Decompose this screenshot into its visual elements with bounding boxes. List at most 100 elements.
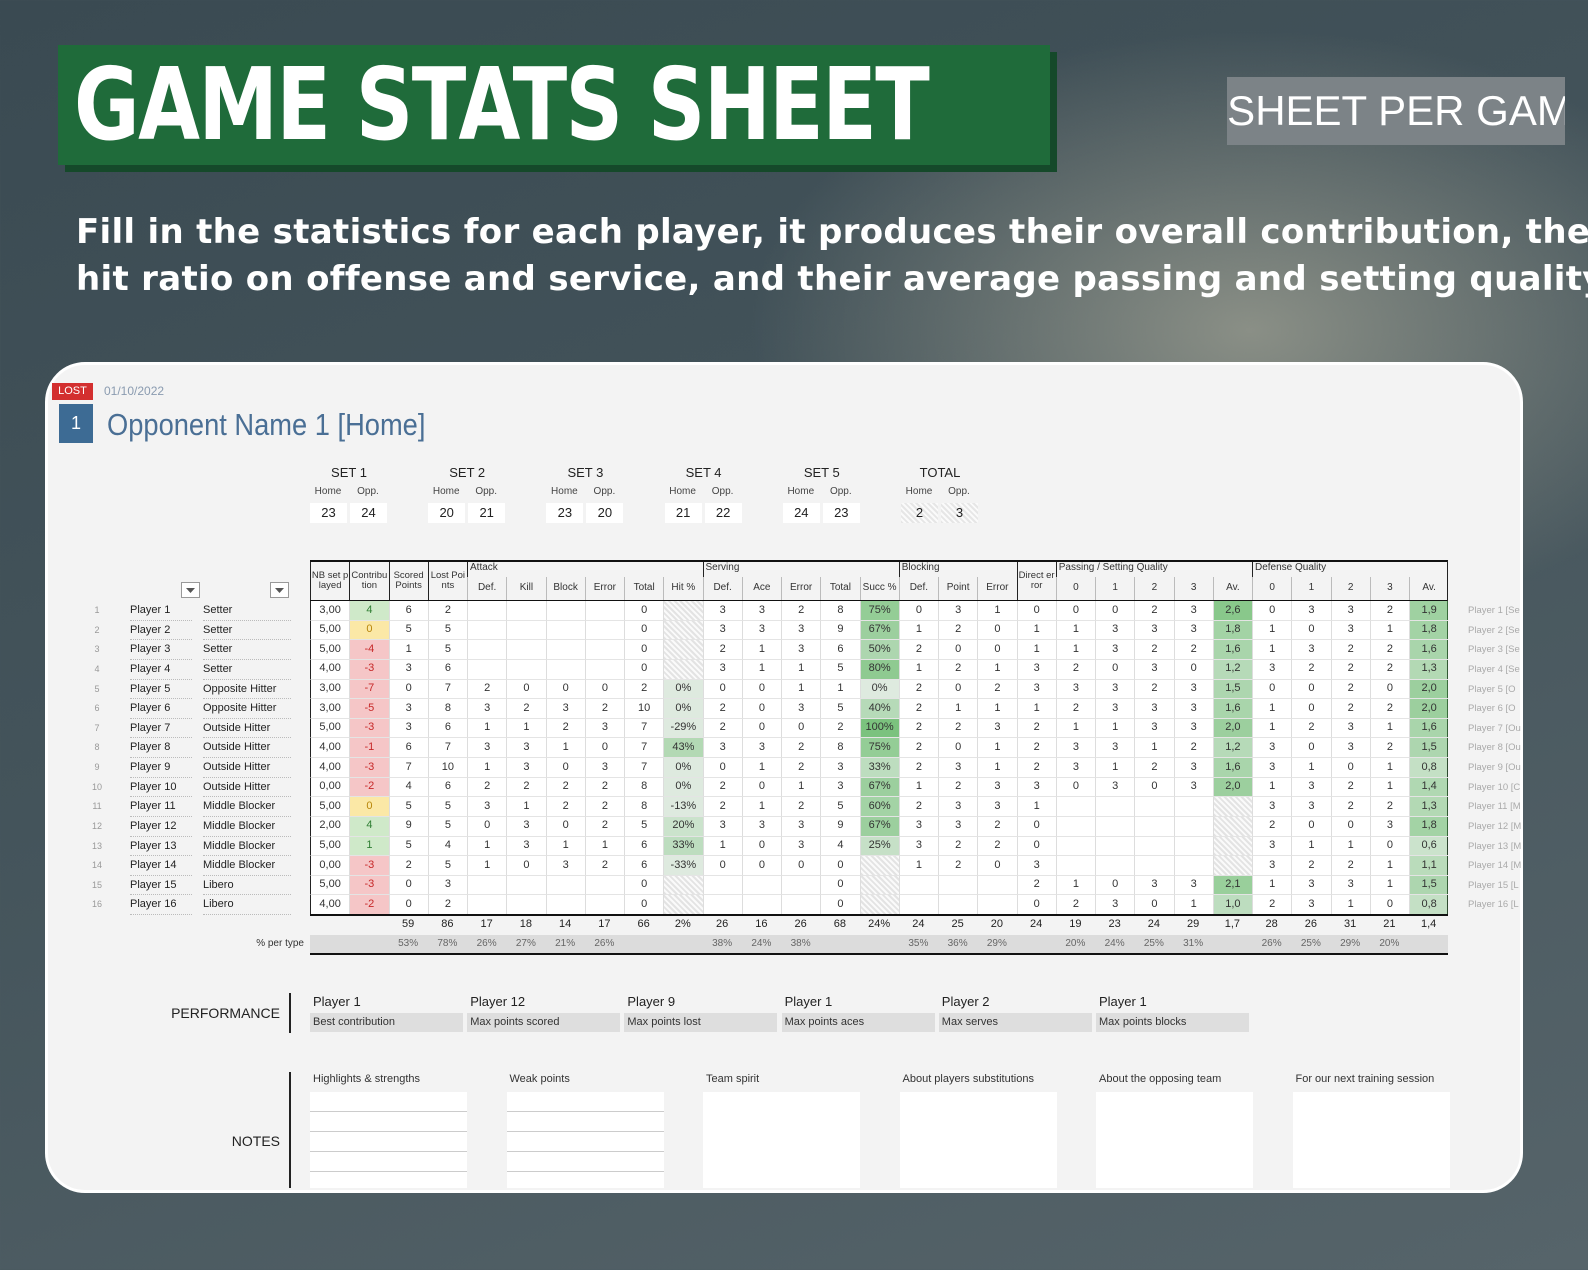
stat-cell: 2,0 <box>1409 679 1449 700</box>
stat-cell: 2 <box>1330 699 1370 719</box>
stat-cell: 2 <box>702 777 742 798</box>
home-label: Home <box>905 486 933 498</box>
stat-cell: 5 <box>624 816 664 837</box>
stat-cell <box>702 875 742 896</box>
badge <box>1227 77 1565 145</box>
stat-cell: 3 <box>1330 601 1370 621</box>
percent-row-bg <box>310 935 1449 953</box>
side-label: Player 10 [C <box>1468 781 1521 793</box>
stat-cell: 3 <box>1095 895 1135 915</box>
stat-cell <box>1173 797 1213 817</box>
stat-cell: 1 <box>1055 718 1095 739</box>
stat-cell: 0 <box>820 895 860 915</box>
filter-button-1[interactable] <box>181 582 200 598</box>
stat-cell <box>1134 816 1174 837</box>
opp-score: 23 <box>822 503 860 523</box>
player-name: Player 5 <box>130 680 192 700</box>
stat-cell: 2 <box>1291 856 1331 876</box>
stat-cell: 1 <box>1016 640 1056 660</box>
percent-cell <box>624 935 663 953</box>
stat-cell: 60% <box>859 797 899 817</box>
note-box[interactable] <box>1292 1092 1450 1188</box>
note-box[interactable] <box>506 1092 664 1188</box>
percent-cell: 26% <box>594 937 615 949</box>
total-cell: 26 <box>1304 918 1317 931</box>
total-cell: 59 <box>402 918 415 931</box>
stat-cell: 3 <box>584 718 624 739</box>
stat-cell: 0,00 <box>310 777 350 798</box>
stat-cell: 5 <box>820 699 860 719</box>
row-number: 6 <box>94 703 100 714</box>
home-score: 24 <box>782 503 820 523</box>
stat-cell: 3 <box>427 875 467 896</box>
row-number: 15 <box>91 879 102 890</box>
stat-cell: 2,0 <box>1212 718 1252 739</box>
stat-cell: 3 <box>1291 601 1331 621</box>
stat-cell <box>506 640 546 660</box>
stat-cell: 1 <box>1016 620 1056 641</box>
stat-cell: 1 <box>820 679 860 700</box>
stat-cell: 2 <box>506 777 546 798</box>
percent-cell <box>860 935 899 953</box>
stat-cell: 9 <box>820 816 860 837</box>
stat-cell: 2 <box>977 679 1017 700</box>
stat-cell: 6 <box>624 836 664 857</box>
player-role: Libero <box>203 876 291 896</box>
player-role: Outside Hitter <box>203 778 291 798</box>
stat-cell: 0 <box>545 816 585 837</box>
stat-cell: 4 <box>427 836 467 857</box>
note-box[interactable] <box>899 1092 1057 1188</box>
stat-cell <box>938 875 978 896</box>
filter-button-2[interactable] <box>270 582 289 598</box>
stat-cell: 0 <box>349 797 389 817</box>
performance-player: Player 9 <box>627 994 676 1009</box>
stat-cell <box>1134 856 1174 876</box>
set-label: SET 3 <box>567 465 604 481</box>
percent-cell: 38% <box>712 937 733 949</box>
stat-cell: 2 <box>506 699 546 719</box>
total-cell <box>349 916 388 934</box>
stat-cell: 3 <box>977 777 1017 798</box>
player-name: Player 4 <box>130 660 192 680</box>
stat-cell: 8 <box>624 797 664 817</box>
set-label: SET 1 <box>331 465 367 481</box>
note-box[interactable] <box>703 1092 860 1188</box>
row-number: 14 <box>91 860 102 871</box>
stat-cell: 33% <box>859 758 899 778</box>
stat-cell: 0 <box>545 758 585 778</box>
note-box[interactable] <box>1096 1092 1253 1188</box>
stat-cell: 3 <box>741 620 781 641</box>
stat-cell: 2 <box>898 679 938 700</box>
stat-cell: 2 <box>1173 640 1213 660</box>
stat-cell: 3 <box>506 738 546 758</box>
stat-cell: 2 <box>938 856 978 876</box>
total-cell: 28 <box>1265 918 1278 931</box>
stat-cell: 0 <box>741 777 781 798</box>
stat-cell: 3,00 <box>310 699 350 719</box>
stat-cell: 67% <box>859 777 899 798</box>
badge-text: 1 SHEET PER GAME <box>1227 86 1565 134</box>
percent-cell <box>820 935 859 953</box>
date: 01/10/2022 <box>104 384 165 398</box>
stat-cell <box>977 875 1017 896</box>
set-label: SET 4 <box>685 465 722 481</box>
stat-cell: 5,00 <box>310 718 350 739</box>
stat-cell <box>859 895 899 915</box>
stat-cell: 3 <box>898 836 938 857</box>
stat-cell <box>859 875 899 896</box>
player-name: Player 8 <box>130 738 192 758</box>
home-score: 21 <box>664 503 702 523</box>
stat-cell: 2 <box>1134 758 1174 778</box>
stat-cell: 5 <box>427 816 467 837</box>
stat-cell: 0 <box>1252 679 1292 700</box>
note-box[interactable] <box>310 1092 467 1188</box>
row-number: 16 <box>91 899 102 910</box>
stat-cell: 1 <box>898 777 938 798</box>
percent-cell: 36% <box>947 937 968 949</box>
stat-cell: 10 <box>624 699 664 719</box>
stat-cell <box>467 895 507 915</box>
stat-cell: 1,5 <box>1212 679 1252 700</box>
stat-cell: 3 <box>1095 738 1135 758</box>
player-role: Setter <box>203 660 291 680</box>
stat-cell: 1 <box>1252 640 1292 660</box>
